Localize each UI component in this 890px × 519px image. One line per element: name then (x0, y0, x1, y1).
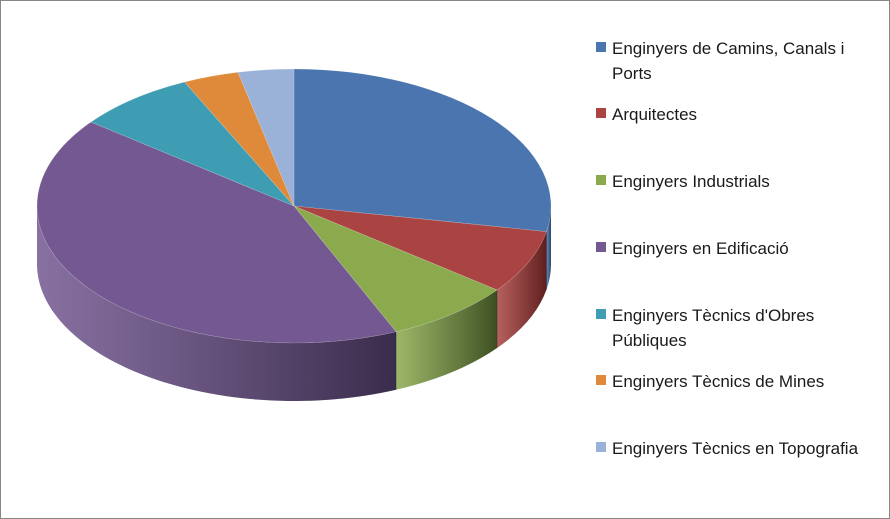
legend-label: Enginyers en Edificació (612, 239, 789, 258)
pie-slice-side (37, 206, 397, 401)
pie-slice (36, 121, 397, 344)
legend-item-obres-publiques: Enginyers Tècnics d'Obres Públiques (596, 303, 881, 353)
pie-slice-side (546, 206, 551, 290)
legend-swatch (596, 42, 606, 52)
legend-swatch (596, 108, 606, 118)
legend-label: Enginyers de Camins, Canals i Ports (612, 39, 845, 83)
legend-label: Enginyers Industrials (612, 172, 770, 191)
pie-slice (293, 205, 498, 333)
legend-swatch (596, 442, 606, 452)
legend-item-arquitectes: Arquitectes (596, 102, 881, 127)
legend-item-camins: Enginyers de Camins, Canals i Ports (596, 36, 881, 86)
legend-item-industrials: Enginyers Industrials (596, 169, 881, 194)
pie-slice (293, 68, 552, 232)
legend-label: Enginyers Tècnics en Topografia (612, 439, 859, 458)
legend-item-mines: Enginyers Tècnics de Mines (596, 369, 881, 394)
legend-swatch (596, 309, 606, 319)
pie-slice-side (497, 231, 547, 348)
pie-slice (293, 205, 547, 291)
pie-slice (237, 68, 295, 207)
legend-label: Arquitectes (612, 105, 698, 124)
pie-slice (90, 81, 295, 207)
legend-item-topografia: Enginyers Tècnics en Topografia (596, 436, 881, 461)
pie-slice-side (396, 289, 498, 390)
legend-swatch (596, 242, 606, 252)
legend-swatch (596, 175, 606, 185)
pie-slice (184, 71, 295, 207)
legend-label: Enginyers Tècnics d'Obres Públiques (612, 306, 815, 350)
legend-swatch (596, 375, 606, 385)
legend-item-edificacio: Enginyers en Edificació (596, 236, 881, 261)
legend-label: Enginyers Tècnics de Mines (612, 372, 825, 391)
